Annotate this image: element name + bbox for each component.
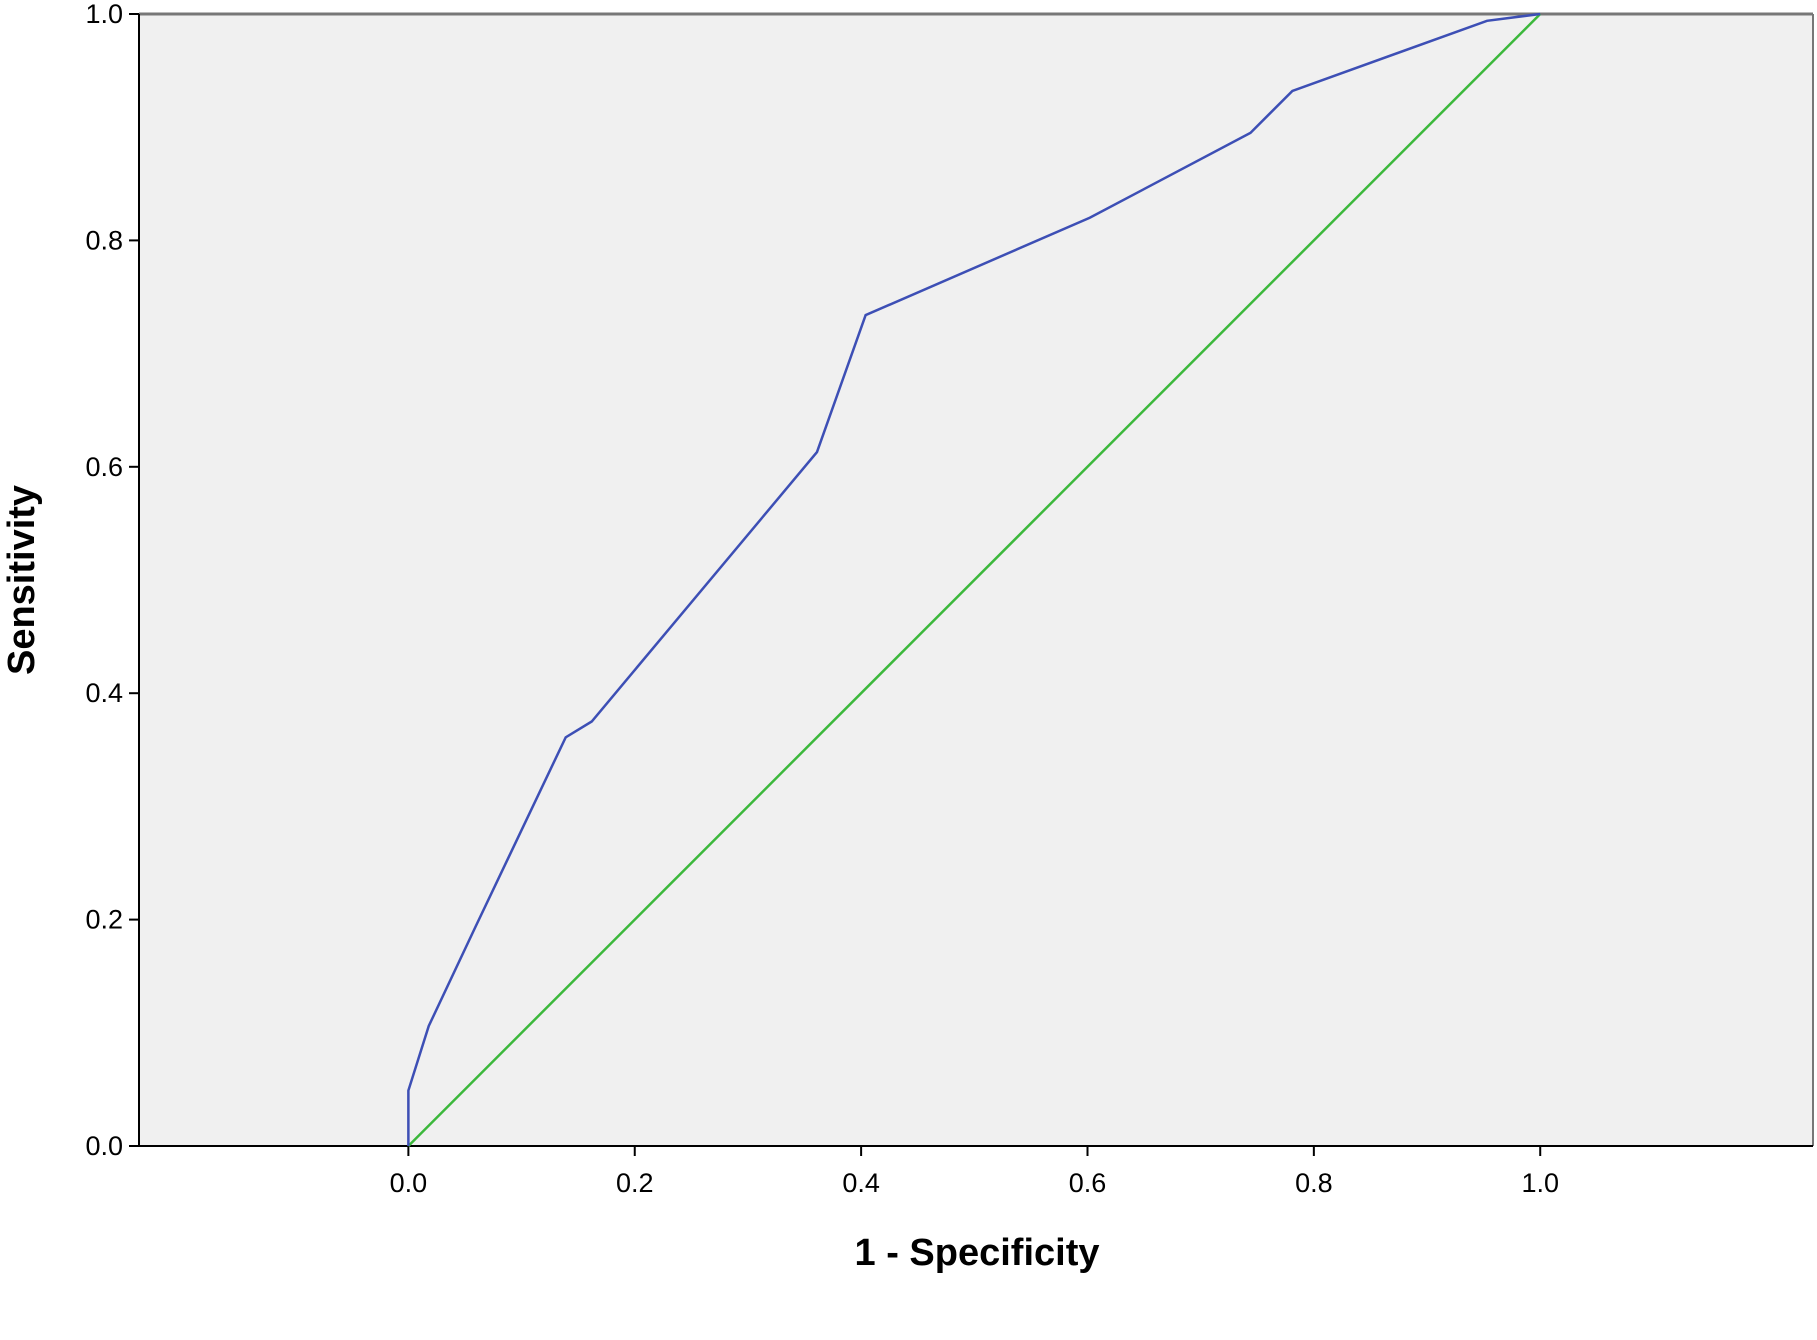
- series-line: [407, 12, 1541, 1146]
- x-tick-label: 0.6: [1069, 1168, 1107, 1198]
- y-tick-label: 0.0: [85, 1131, 123, 1161]
- x-tick-label: 0.8: [1295, 1168, 1333, 1198]
- y-tick-label: 0.2: [85, 905, 123, 935]
- series-line: [407, 13, 1542, 1147]
- x-tick-label: 0.0: [390, 1168, 428, 1198]
- x-tick-label: 0.4: [842, 1168, 880, 1198]
- y-tick-label: 1.0: [85, 0, 123, 29]
- y-tick-label: 0.8: [85, 225, 123, 255]
- x-tick-label: 1.0: [1521, 1168, 1559, 1198]
- y-axis-title: Sensitivity: [1, 485, 43, 675]
- x-tick-label: 0.2: [616, 1168, 654, 1198]
- y-tick-label: 0.6: [85, 452, 123, 482]
- x-axis-title: 1 - Specificity: [855, 1232, 1100, 1274]
- y-tick-label: 0.4: [85, 678, 123, 708]
